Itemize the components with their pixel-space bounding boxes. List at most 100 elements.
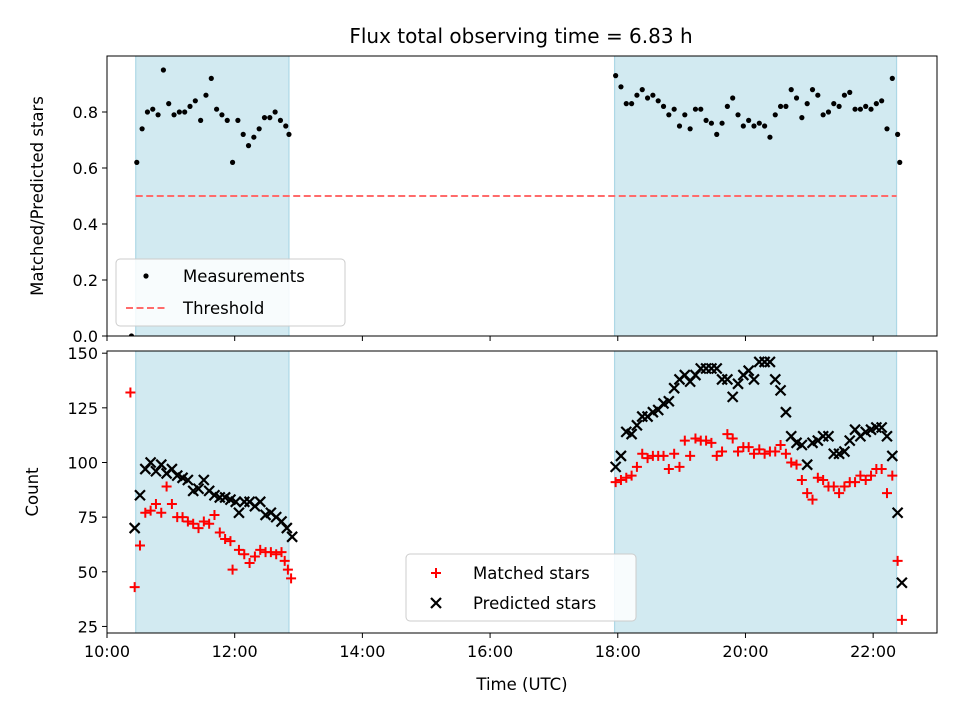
measurement-point (897, 159, 903, 165)
measurement-point (746, 117, 752, 123)
bottom-y-tick-label: 25 (78, 617, 98, 636)
top-axes-frame (106, 55, 938, 337)
x-axis-label: Time (UTC) (475, 675, 567, 694)
measurement-point (251, 134, 257, 140)
measurement-point (660, 103, 667, 109)
measurement-point (214, 106, 220, 112)
matched-star-point (209, 509, 220, 520)
measurement-point (267, 115, 273, 121)
measurement-point (804, 101, 810, 107)
matched-star-point (711, 450, 722, 461)
predicted-star-point (254, 496, 267, 508)
measurement-point (256, 126, 262, 132)
measurement-point (144, 109, 151, 115)
bottom-observing-window-2 (614, 351, 897, 633)
bottom-axes-frame (106, 350, 938, 634)
measurement-point (772, 112, 778, 118)
predicted-star-point (774, 384, 787, 397)
matched-star-point (193, 523, 204, 534)
matched-star-point (669, 448, 680, 459)
legend-label-measurements: Measurements (183, 267, 305, 286)
bottom-legend: Matched stars Predicted stars (405, 553, 637, 622)
predicted-star-point (780, 406, 792, 418)
predicted-star-point (769, 373, 782, 386)
measurement-point (831, 101, 837, 107)
predicted-star-point (615, 450, 627, 462)
predicted-star-point (896, 576, 908, 589)
predicted-star-point (155, 458, 168, 471)
measurement-point (825, 109, 832, 115)
matched-star-point (748, 448, 759, 459)
matched-star-point (140, 507, 151, 518)
matched-star-point (249, 551, 260, 562)
measurement-point (777, 103, 784, 109)
bottom-y-tick-label: 50 (78, 563, 98, 582)
measurement-point (724, 103, 730, 109)
predicted-star-point (796, 439, 808, 451)
measurement-point (187, 103, 193, 109)
predicted-star-point (822, 430, 835, 443)
measurement-point (639, 87, 645, 93)
matched-star-point (125, 387, 136, 398)
predicted-star-point (631, 419, 643, 432)
matched-star-point (807, 494, 818, 505)
measurement-point (884, 126, 890, 132)
measurement-point (203, 92, 209, 98)
matched-star-point (690, 433, 701, 444)
matched-star-point (866, 470, 877, 481)
matched-star-point (706, 437, 717, 448)
predicted-star-point (838, 445, 851, 458)
measurement-point (820, 112, 826, 118)
predicted-star-point (764, 356, 776, 368)
matched-star-point (177, 512, 188, 523)
measurement-point (229, 159, 236, 165)
predicted-star-point (742, 364, 755, 377)
matched-star-point (286, 573, 297, 584)
matched-star-point (855, 470, 866, 481)
x-tick-label: 22:00 (850, 642, 896, 661)
measurement-point (809, 87, 816, 93)
matched-star-point (626, 470, 637, 481)
top-legend-box (115, 258, 346, 327)
x-tick-label: 10:00 (84, 642, 130, 661)
measurement-point (272, 109, 278, 115)
predicted-star-point (721, 373, 734, 386)
predicted-star-point (726, 391, 739, 403)
predicted-star-point (609, 461, 622, 473)
measurement-point (788, 87, 794, 93)
matched-star-point (850, 477, 861, 488)
measurement-point (857, 106, 863, 112)
matched-star-point (839, 481, 850, 492)
measurement-point (277, 117, 284, 123)
matched-star-point (892, 555, 903, 566)
predicted-star-point (668, 382, 680, 394)
measurement-point (219, 112, 225, 118)
bottom-y-tick-label: 75 (78, 508, 98, 527)
predicted-star-point (233, 506, 245, 519)
x-tick-label: 12:00 (212, 642, 258, 661)
measurement-point (682, 112, 688, 118)
measurement-point (623, 101, 629, 107)
matched-star-point (717, 446, 728, 457)
matched-star-point (786, 457, 797, 468)
top-y-axis-label: Matched/Predicted stars (28, 96, 47, 296)
measurement-point (245, 143, 252, 149)
matched-star-point (887, 470, 898, 481)
matched-star-point (754, 444, 765, 455)
measurement-point (852, 106, 858, 112)
x-tick-label: 18:00 (595, 642, 641, 661)
top-y-tick-label: 0.8 (73, 103, 98, 122)
matched-star-point (642, 453, 653, 464)
matched-star-point (265, 547, 276, 558)
matched-star-point (220, 534, 231, 544)
matched-star-point (279, 555, 290, 566)
legend-matched-marker (431, 568, 441, 578)
predicted-star-point (128, 522, 141, 534)
measurement-point (863, 103, 869, 109)
matched-star-point (733, 446, 744, 457)
chart-title: Flux total observing time = 6.83 h (349, 24, 692, 48)
bottom-data-marks (125, 356, 908, 625)
matched-star-point (134, 540, 145, 551)
matched-star-point (658, 450, 669, 461)
measurement-point (767, 134, 773, 140)
